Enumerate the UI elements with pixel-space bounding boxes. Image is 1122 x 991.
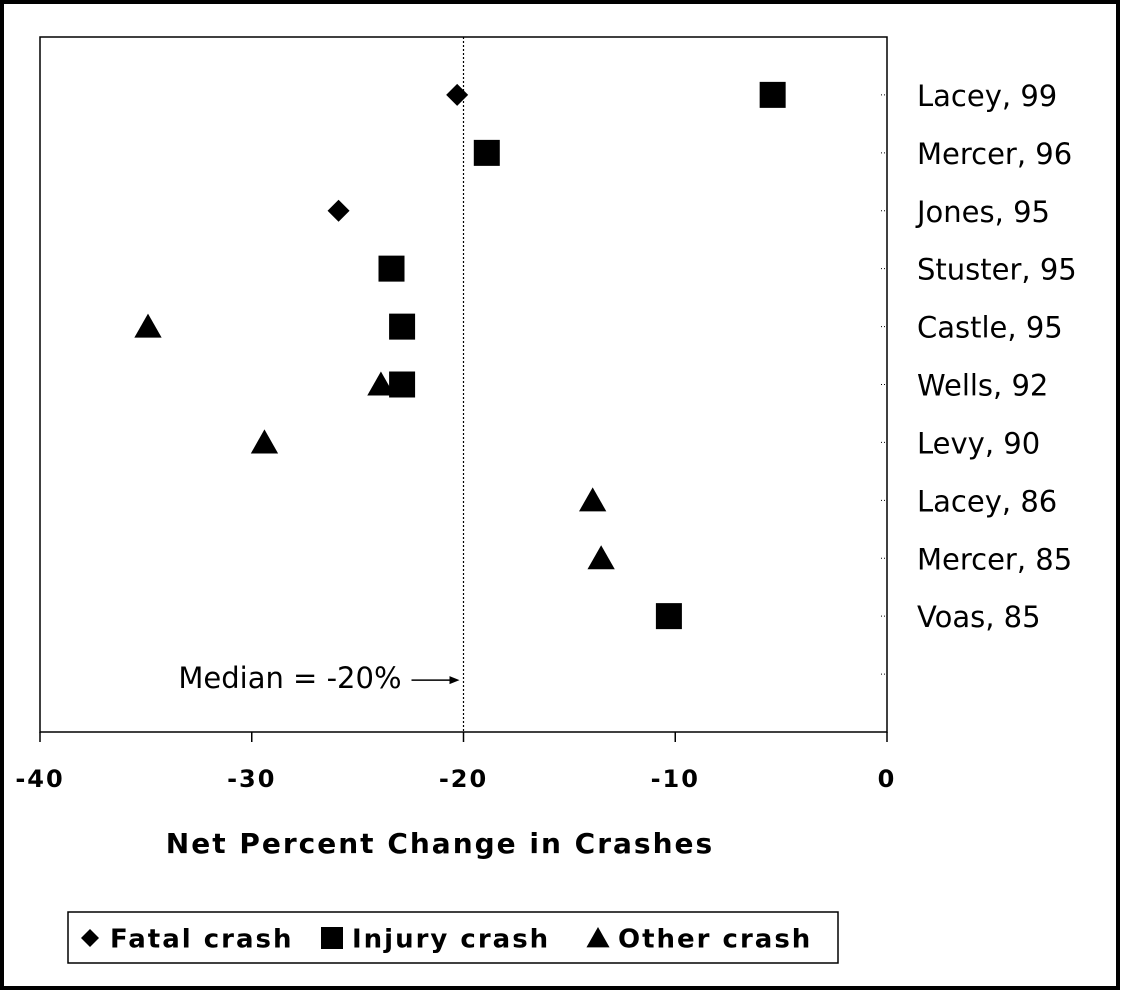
data-point xyxy=(367,371,395,396)
category-label: Voas, 85 xyxy=(917,600,1041,634)
x-tick-label: -20 xyxy=(439,765,488,793)
data-point xyxy=(389,313,416,340)
data-point xyxy=(655,603,682,630)
annotation-arrowhead xyxy=(449,676,460,685)
legend-marker xyxy=(321,927,343,949)
category-label: Mercer, 85 xyxy=(917,542,1072,576)
category-label: Lacey, 99 xyxy=(917,79,1057,113)
category-label: Jones, 95 xyxy=(915,195,1050,229)
data-point xyxy=(587,545,615,570)
data-point xyxy=(759,81,786,108)
category-label: Lacey, 86 xyxy=(917,484,1057,518)
x-tick-label: -30 xyxy=(227,765,276,793)
data-point xyxy=(389,371,416,398)
data-point xyxy=(250,429,279,454)
legend-label: Other crash xyxy=(618,925,812,955)
legend-label: Injury crash xyxy=(352,925,550,955)
legend-marker xyxy=(81,929,99,947)
data-point xyxy=(134,313,162,338)
x-tick-label: -40 xyxy=(15,765,64,793)
category-label: Stuster, 95 xyxy=(917,253,1077,287)
data-point xyxy=(579,487,607,512)
category-label: Castle, 95 xyxy=(917,311,1063,345)
x-axis-label: Net Percent Change in Crashes xyxy=(166,827,714,860)
legend-box xyxy=(67,911,839,964)
annotation: Median = -20% xyxy=(178,661,401,695)
data-point xyxy=(378,255,405,282)
legend-marker xyxy=(586,927,610,948)
x-tick-label: -10 xyxy=(651,765,700,793)
category-label: Wells, 92 xyxy=(917,369,1048,403)
category-label: Levy, 90 xyxy=(917,426,1040,460)
data-point xyxy=(327,199,350,222)
data-point xyxy=(446,83,469,106)
x-tick-label: 0 xyxy=(878,765,897,793)
category-label: Mercer, 96 xyxy=(917,137,1072,171)
data-point xyxy=(473,139,500,166)
legend-label: Fatal crash xyxy=(110,925,293,955)
